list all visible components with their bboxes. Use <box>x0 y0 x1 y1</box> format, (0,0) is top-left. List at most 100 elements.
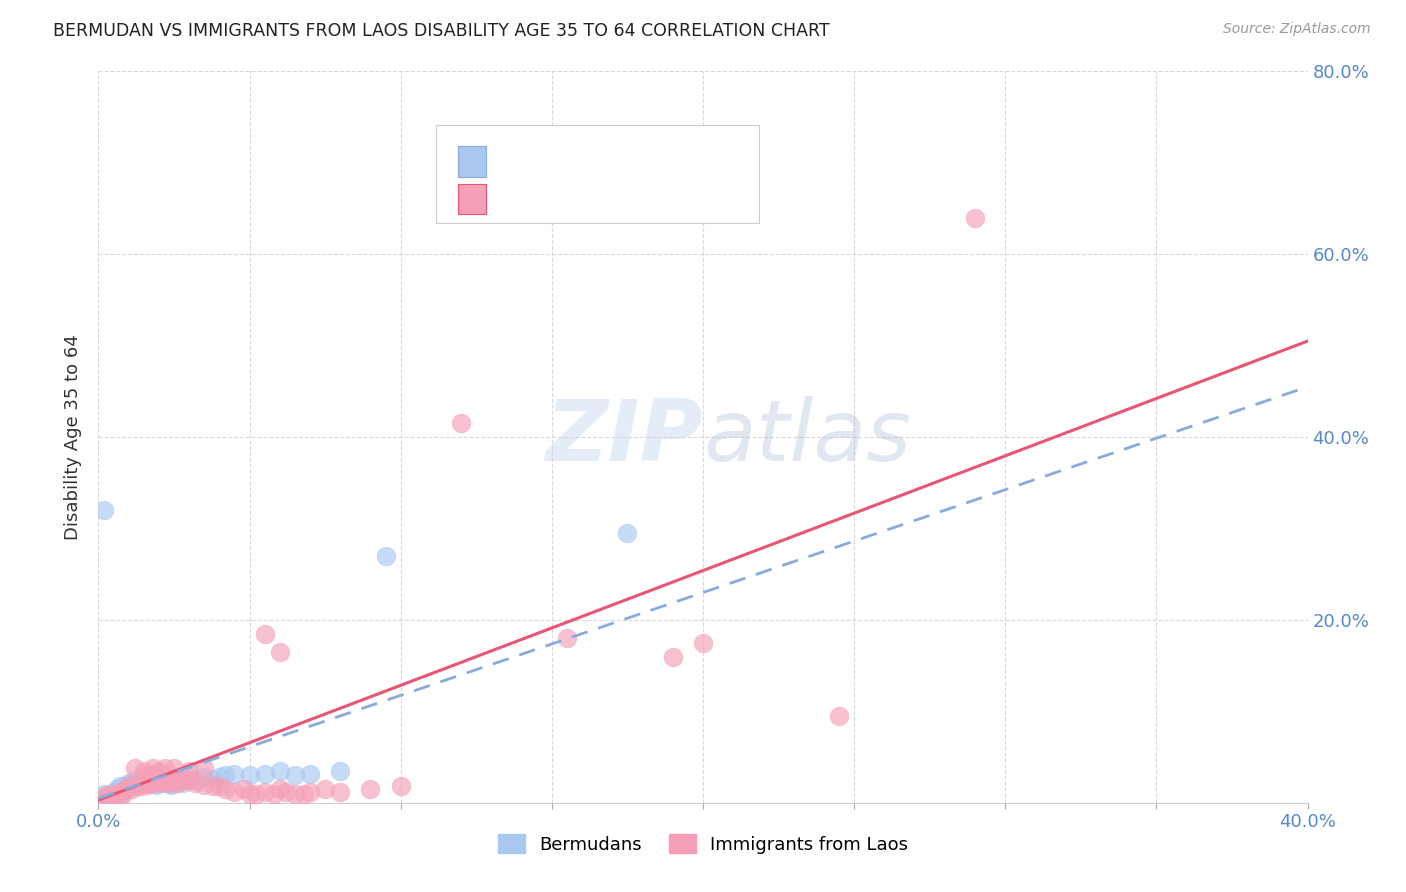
Point <box>329 764 352 778</box>
Point <box>284 768 307 782</box>
Point <box>142 768 165 782</box>
Text: N =: N = <box>600 180 652 198</box>
Point <box>108 791 131 805</box>
Point <box>148 766 170 780</box>
Point <box>232 782 254 797</box>
Point <box>389 780 412 794</box>
Point <box>166 775 188 789</box>
Point <box>450 417 472 431</box>
Point <box>93 791 115 805</box>
Point <box>208 780 231 794</box>
Point <box>124 761 146 775</box>
Point <box>96 789 118 803</box>
Point <box>299 785 322 799</box>
Point <box>156 772 179 787</box>
Point <box>150 775 173 789</box>
Point <box>142 772 165 787</box>
Point <box>202 772 225 787</box>
Point <box>184 775 207 789</box>
Point <box>132 768 155 782</box>
Point <box>90 794 112 808</box>
Point <box>374 549 396 563</box>
Point <box>193 761 215 775</box>
Point <box>111 787 134 801</box>
Point <box>965 211 987 225</box>
Point <box>148 772 170 787</box>
Point <box>555 632 578 646</box>
Point <box>263 787 285 801</box>
Point <box>214 768 236 782</box>
Text: atlas: atlas <box>703 395 911 479</box>
Point <box>163 761 186 775</box>
Text: 50: 50 <box>647 143 672 161</box>
Point <box>360 782 382 797</box>
Point <box>118 775 141 789</box>
Point <box>100 791 122 805</box>
Point <box>108 780 131 794</box>
Point <box>166 775 188 789</box>
Text: 71: 71 <box>647 180 672 198</box>
Point <box>269 645 291 659</box>
Point <box>245 787 267 801</box>
Point <box>224 766 246 780</box>
Point <box>135 778 157 792</box>
Point <box>100 789 122 803</box>
Text: 0.299: 0.299 <box>541 143 598 161</box>
Point <box>239 787 262 801</box>
Point <box>184 772 207 787</box>
Point <box>145 778 167 792</box>
Point <box>124 772 146 787</box>
Point <box>96 793 118 807</box>
Point <box>253 785 276 799</box>
Point <box>103 791 125 805</box>
Point <box>129 775 152 789</box>
Point <box>135 772 157 787</box>
Point <box>145 775 167 789</box>
Point <box>100 791 122 805</box>
Point <box>193 778 215 792</box>
Point <box>214 782 236 797</box>
Point <box>160 775 183 789</box>
Point <box>292 787 315 801</box>
Point <box>253 626 276 640</box>
Point <box>114 778 136 792</box>
Point <box>153 761 176 775</box>
Point <box>121 780 143 794</box>
Point <box>172 772 194 787</box>
Text: 0.502: 0.502 <box>541 180 598 198</box>
Point <box>616 526 638 541</box>
Point <box>124 780 146 794</box>
Point <box>129 780 152 794</box>
Point <box>103 785 125 799</box>
Point <box>153 772 176 787</box>
Point <box>224 785 246 799</box>
Point <box>828 709 851 723</box>
Point <box>93 791 115 805</box>
Point <box>142 761 165 775</box>
Point <box>127 778 149 792</box>
Point <box>661 649 683 664</box>
Point <box>179 772 201 787</box>
Point <box>93 787 115 801</box>
Point <box>299 766 322 780</box>
Point <box>193 770 215 784</box>
Point <box>118 780 141 794</box>
Point <box>692 636 714 650</box>
Point <box>208 770 231 784</box>
Text: Source: ZipAtlas.com: Source: ZipAtlas.com <box>1223 22 1371 37</box>
Point <box>96 789 118 803</box>
Point <box>93 503 115 517</box>
Point <box>105 787 128 801</box>
Point <box>132 770 155 784</box>
Point <box>160 778 183 792</box>
Point <box>329 785 352 799</box>
Point <box>139 775 162 789</box>
Point <box>179 764 201 778</box>
Legend: Bermudans, Immigrants from Laos: Bermudans, Immigrants from Laos <box>491 827 915 861</box>
Point <box>132 775 155 789</box>
Point <box>148 764 170 778</box>
Point <box>274 785 297 799</box>
Point <box>169 772 191 787</box>
Text: R =: R = <box>499 143 538 161</box>
Point <box>169 772 191 787</box>
